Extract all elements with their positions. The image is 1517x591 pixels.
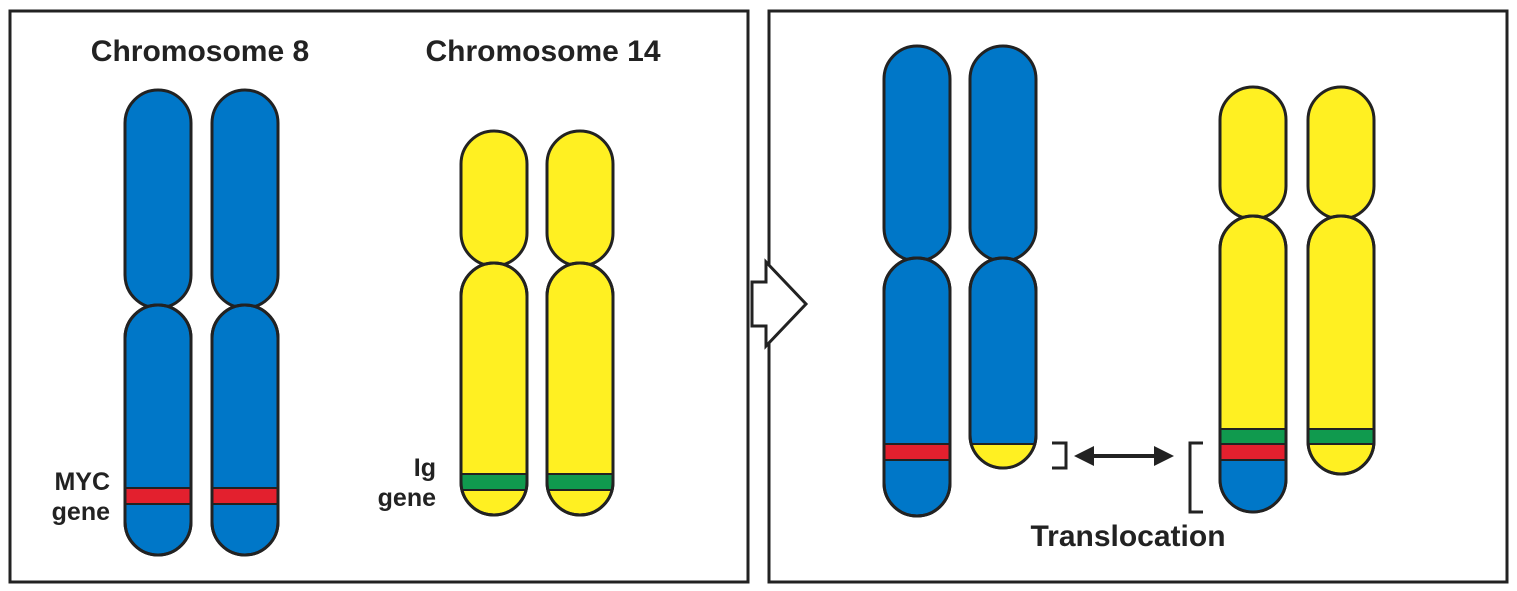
translocation-label: Translocation (1030, 520, 1225, 553)
myc-gene-label-line1: MYC (54, 468, 110, 496)
right-bracket-icon (1188, 441, 1203, 514)
myc-gene-label-line2: gene (52, 498, 110, 526)
right-arrow-icon (750, 258, 809, 350)
chromosome-8-copy-a (123, 88, 193, 557)
myc-band (884, 443, 950, 461)
before-panel: Chromosome 8 Chromosome 14 (8, 9, 750, 584)
ig-band (547, 473, 613, 491)
ig-gene-label-line2: gene (378, 484, 436, 512)
chromosome-14-copy-b (545, 129, 615, 517)
chromosome-14-copy-a (459, 129, 529, 517)
ig-band (461, 473, 527, 491)
myc-band (125, 487, 191, 505)
chromosome-14-normal (1306, 85, 1376, 476)
ig-gene-label-line1: Ig (414, 454, 436, 482)
myc-band (212, 487, 278, 505)
chromosome-8-normal (882, 44, 952, 518)
left-bracket-icon (1052, 441, 1068, 470)
chromosome-14-derivative (1218, 85, 1288, 514)
myc-band (1220, 443, 1286, 461)
ig-band (1308, 428, 1374, 445)
chromosome-8-derivative (968, 44, 1038, 470)
chromosome-8-label: Chromosome 8 (91, 35, 309, 68)
double-headed-arrow-icon (1074, 446, 1174, 466)
ig-band (1220, 428, 1286, 445)
chromosome-8-copy-b (210, 88, 280, 557)
chromosome-14-label: Chromosome 14 (425, 35, 660, 68)
after-panel: Translocation (767, 9, 1509, 584)
